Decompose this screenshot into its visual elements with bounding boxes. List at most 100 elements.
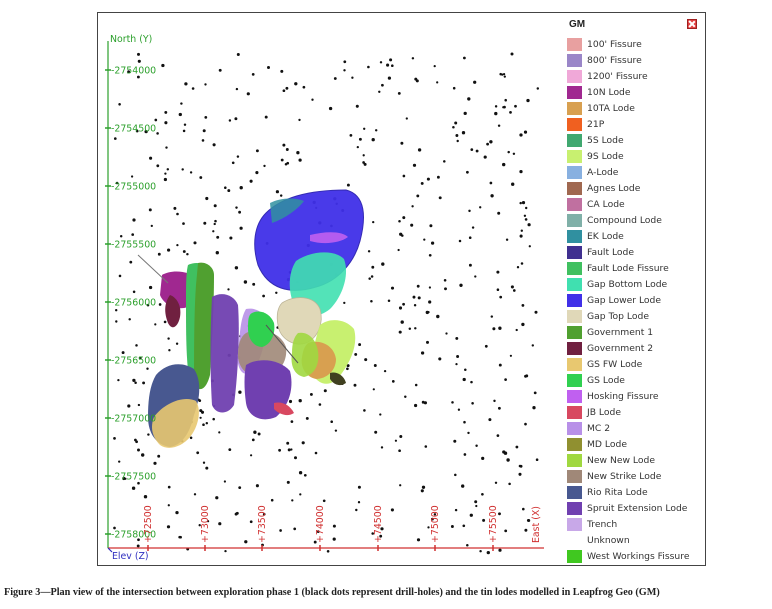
legend-item[interactable]: MC 2	[567, 420, 689, 436]
drillhole-dot	[164, 172, 167, 175]
drillhole-dot	[363, 127, 366, 130]
legend-item[interactable]: A-Lode	[567, 164, 689, 180]
drillhole-dot	[498, 326, 502, 330]
drillhole-dot	[420, 489, 424, 493]
legend-item[interactable]: Trench	[567, 516, 689, 532]
legend-item[interactable]: 100' Fissure	[567, 36, 689, 52]
drillhole-dot	[518, 472, 522, 476]
legend-item[interactable]: CA Lode	[567, 196, 689, 212]
drillhole-dot	[132, 378, 136, 383]
legend-item[interactable]: Hosking Fissure	[567, 388, 689, 404]
drillhole-dot	[253, 430, 257, 434]
drillhole-dot	[524, 422, 527, 426]
east-axis-ticks: +72500 +73000 +73500 +74000 +74500 +75000 +755…	[143, 505, 499, 551]
legend-item[interactable]: 5S Lode	[567, 132, 689, 148]
legend-item[interactable]: 800' Fissure	[567, 52, 689, 68]
drillhole-dot	[519, 234, 523, 238]
spruit-extension-lode-solid[interactable]	[210, 294, 239, 413]
government-2-solid[interactable]	[165, 295, 181, 328]
drillhole-dot	[238, 390, 242, 394]
drillhole-dot	[470, 380, 473, 384]
drillhole-dot	[364, 358, 368, 362]
legend-item[interactable]: MD Lode	[567, 436, 689, 452]
drillhole-dot	[379, 413, 382, 416]
drillhole-dot	[137, 538, 140, 542]
drillhole-dot	[391, 380, 395, 383]
drillhole-dot	[227, 288, 230, 291]
lode-solids[interactable]	[137, 189, 364, 448]
scene-viewport[interactable]: North (Y) -2754000 -2754500 -2755000 -27555…	[98, 13, 556, 565]
drillhole-dot	[397, 91, 401, 95]
legend-item[interactable]: Gap Lower Lode	[567, 292, 689, 308]
legend-item[interactable]: 21P	[567, 116, 689, 132]
md-lode-solid[interactable]	[330, 372, 346, 386]
ek-lode-solid[interactable]	[270, 198, 304, 223]
legend-item[interactable]: Unknown	[567, 532, 689, 548]
legend-item[interactable]: EK Lode	[567, 228, 689, 244]
drillhole-dot	[498, 512, 501, 516]
drillhole-dot	[316, 530, 320, 533]
drillhole-dot	[332, 537, 336, 541]
figure-caption: Figure 3—Plan view of the intersection b…	[4, 587, 660, 598]
drillhole-dot	[471, 402, 474, 405]
drillhole-dot	[515, 328, 518, 332]
drillhole-dot	[343, 301, 346, 305]
legend-item[interactable]: JB Lode	[567, 404, 689, 420]
legend-label: Compound Lode	[587, 214, 662, 226]
drillhole-dot	[459, 283, 463, 287]
drillhole-dot	[130, 175, 134, 178]
drillhole-dot	[420, 351, 425, 355]
jb-lode-solid[interactable]	[274, 402, 294, 416]
legend-item[interactable]: New Strike Lode	[567, 468, 689, 484]
x-tick-label: +74500	[373, 505, 384, 543]
legend-item[interactable]: 10TA Lode	[567, 100, 689, 116]
east-axis: +72500 +73000 +73500 +74000 +74500 +75000 +755…	[108, 505, 544, 551]
drillhole-dot	[279, 194, 283, 197]
drillhole-dot	[466, 170, 469, 174]
legend-item[interactable]: Gap Bottom Lode	[567, 276, 689, 292]
scene-canvas[interactable]: North (Y) -2754000 -2754500 -2755000 -27555…	[98, 13, 556, 565]
legend-item[interactable]: Gap Top Lode	[567, 308, 689, 324]
legend-item[interactable]: Fault Lode	[567, 244, 689, 260]
legend-item[interactable]: 9S Lode	[567, 148, 689, 164]
drillhole-dot	[178, 112, 182, 117]
close-icon[interactable]	[687, 19, 697, 29]
drillhole-dot	[148, 208, 152, 212]
legend-swatch	[567, 229, 582, 243]
gs-fw-lode-solid[interactable]	[152, 398, 199, 448]
gs-lode-solid[interactable]	[248, 311, 275, 347]
legend-item[interactable]: Fault Lode Fissure	[567, 260, 689, 276]
drillhole-dot	[249, 179, 253, 183]
legend-item[interactable]: Spruit Extension Lode	[567, 500, 689, 516]
government-1-solid[interactable]	[194, 262, 214, 390]
legend-item[interactable]: Government 2	[567, 340, 689, 356]
legend-item[interactable]: GS Lode	[567, 372, 689, 388]
drillhole-dot	[527, 223, 531, 227]
drillhole-dot	[249, 454, 253, 457]
drillhole-dot	[255, 149, 259, 153]
legend-item[interactable]: Rio Rita Lode	[567, 484, 689, 500]
legend-item[interactable]: GS FW Lode	[567, 356, 689, 372]
legend-item[interactable]: New New Lode	[567, 452, 689, 468]
legend-item[interactable]: 1200' Fissure	[567, 68, 689, 84]
drillhole-dot	[204, 116, 208, 119]
drillhole-dot	[379, 61, 383, 64]
drillhole-dot	[423, 401, 428, 405]
legend-item[interactable]: Compound Lode	[567, 212, 689, 228]
legend-item[interactable]: Agnes Lode	[567, 180, 689, 196]
drillhole-dot	[510, 285, 514, 289]
drillhole-dot	[468, 263, 472, 267]
drillhole-dot	[426, 177, 430, 181]
legend-label: 10N Lode	[587, 86, 631, 98]
viewer-window: North (Y) -2754000 -2754500 -2755000 -27555…	[97, 12, 706, 566]
legend-item[interactable]: West Workings Fissure	[567, 548, 689, 564]
legend-item[interactable]: 10N Lode	[567, 84, 689, 100]
drillhole-dot	[182, 250, 186, 253]
legend-item[interactable]: Government 1	[567, 324, 689, 340]
drillhole-dot	[180, 102, 183, 105]
drillhole-dot	[454, 473, 457, 477]
legend-label: GS FW Lode	[587, 358, 643, 370]
legend-label: JB Lode	[587, 406, 621, 418]
new-new-lode-solid[interactable]	[291, 332, 319, 377]
hosking-fissure-solid[interactable]	[310, 232, 348, 244]
